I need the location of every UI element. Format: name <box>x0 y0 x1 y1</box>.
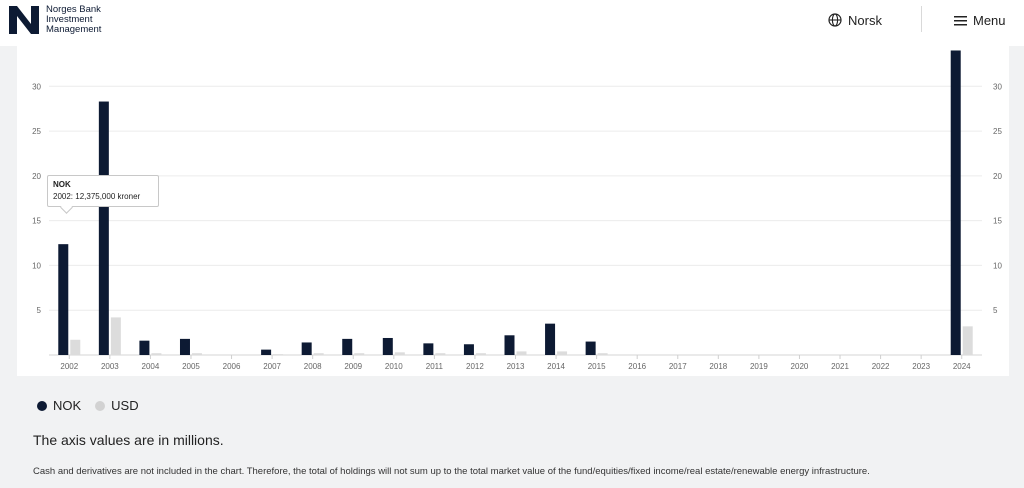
footnote: Cash and derivatives are not included in… <box>33 466 870 477</box>
x-tick-2020: 2020 <box>791 362 809 371</box>
x-tick-2022: 2022 <box>872 362 890 371</box>
legend-item-usd[interactable]: USD <box>95 398 139 413</box>
bar-nok-2011 <box>423 343 434 355</box>
bar-usd-2003 <box>110 317 121 355</box>
bar-usd-2011 <box>435 353 446 355</box>
bar-usd-2024 <box>962 326 973 355</box>
bar-nok-2008 <box>301 342 312 355</box>
bar-nok-2003 <box>98 101 109 356</box>
bar-nok-2002 <box>58 244 69 355</box>
y-tick-left-5: 5 <box>37 306 42 315</box>
chart-card: 5 5 10 10 15 15 20 20 25 25 30 30 2002 2003 2004 2005 20… <box>17 46 1009 376</box>
x-tick-2023: 2023 <box>912 362 930 371</box>
x-tick-2002: 2002 <box>60 362 78 371</box>
bar-nok-2013 <box>504 335 515 355</box>
chart-tooltip: NOK 2002: 12,375,000 kroner <box>47 175 159 207</box>
bar-usd-2014 <box>557 351 568 355</box>
bar-nok-2007 <box>261 349 272 355</box>
norges-bank-logo-icon[interactable] <box>9 6 39 34</box>
legend-dot-usd <box>95 400 106 411</box>
x-tick-2019: 2019 <box>750 362 768 371</box>
logo-line-1: Norges Bank <box>46 4 101 15</box>
bar-usd-2007 <box>273 354 284 355</box>
bar-usd-2002 <box>70 339 81 355</box>
y-tick-right-20: 20 <box>993 172 1002 181</box>
x-tick-2011: 2011 <box>426 362 444 371</box>
x-tick-2012: 2012 <box>466 362 484 371</box>
bar-nok-2014 <box>545 323 556 355</box>
y-tick-right-15: 15 <box>993 217 1002 226</box>
menu-label: Menu <box>973 12 1006 28</box>
x-tick-2009: 2009 <box>344 362 362 371</box>
x-tick-2015: 2015 <box>588 362 606 371</box>
x-tick-2017: 2017 <box>669 362 687 371</box>
x-tick-2021: 2021 <box>831 362 849 371</box>
bar-usd-2010 <box>394 352 405 355</box>
site-header: Norges Bank Investment Management Norsk … <box>0 0 1024 46</box>
y-tick-right-10: 10 <box>993 261 1002 270</box>
language-label: Norsk <box>848 12 882 28</box>
y-tick-right-25: 25 <box>993 127 1002 136</box>
x-tick-2024: 2024 <box>953 362 971 371</box>
language-switch[interactable]: Norsk <box>828 10 882 30</box>
logo-text[interactable]: Norges Bank Investment Management <box>46 5 156 35</box>
bar-nok-2024 <box>950 50 961 355</box>
y-tick-left-20: 20 <box>32 172 41 181</box>
logo-line-3: Management <box>46 24 102 35</box>
bar-nok-2004 <box>139 340 150 355</box>
bar-usd-2012 <box>475 353 486 355</box>
x-tick-2013: 2013 <box>507 362 525 371</box>
bar-usd-2009 <box>354 353 365 355</box>
legend-label-nok: NOK <box>53 398 82 413</box>
y-tick-right-30: 30 <box>993 82 1002 91</box>
logo-line-2: Investment <box>46 14 93 25</box>
x-tick-2004: 2004 <box>142 362 160 371</box>
bar-usd-2013 <box>516 351 527 355</box>
bar-nok-2009 <box>342 338 353 355</box>
legend-dot-nok <box>37 400 47 411</box>
legend-item-nok[interactable]: NOK <box>37 398 81 413</box>
x-tick-2014: 2014 <box>547 362 565 371</box>
bar-usd-2004 <box>151 353 162 355</box>
bar-nok-2015 <box>585 341 596 355</box>
y-tick-left-25: 25 <box>32 127 41 136</box>
tooltip-title: NOK <box>53 180 71 189</box>
globe-icon <box>828 13 842 27</box>
menu-button[interactable]: Menu <box>954 10 1006 30</box>
bar-usd-2008 <box>313 353 324 355</box>
legend-label-usd: USD <box>111 398 139 413</box>
y-tick-right-5: 5 <box>993 306 998 315</box>
x-tick-2016: 2016 <box>628 362 646 371</box>
header-divider <box>921 6 922 32</box>
y-tick-left-30: 30 <box>32 82 41 91</box>
x-tick-2005: 2005 <box>182 362 200 371</box>
x-tick-2007: 2007 <box>263 362 281 371</box>
bar-usd-2015 <box>597 353 608 355</box>
hamburger-icon <box>954 15 967 25</box>
bar-usd-2005 <box>191 353 202 355</box>
x-tick-2018: 2018 <box>709 362 727 371</box>
bar-nok-2010 <box>382 337 393 355</box>
x-tick-2003: 2003 <box>101 362 119 371</box>
x-tick-2008: 2008 <box>304 362 322 371</box>
x-tick-2010: 2010 <box>385 362 403 371</box>
axis-note: The axis values are in millions. <box>33 432 224 448</box>
x-tick-2006: 2006 <box>223 362 241 371</box>
tooltip-text: 2002: 12,375,000 kroner <box>53 192 141 201</box>
y-tick-left-10: 10 <box>32 261 41 270</box>
bar-nok-2012 <box>463 344 474 355</box>
y-tick-left-15: 15 <box>32 217 41 226</box>
chart-legend: NOK USD <box>37 398 139 413</box>
bar-nok-2005 <box>179 338 190 355</box>
